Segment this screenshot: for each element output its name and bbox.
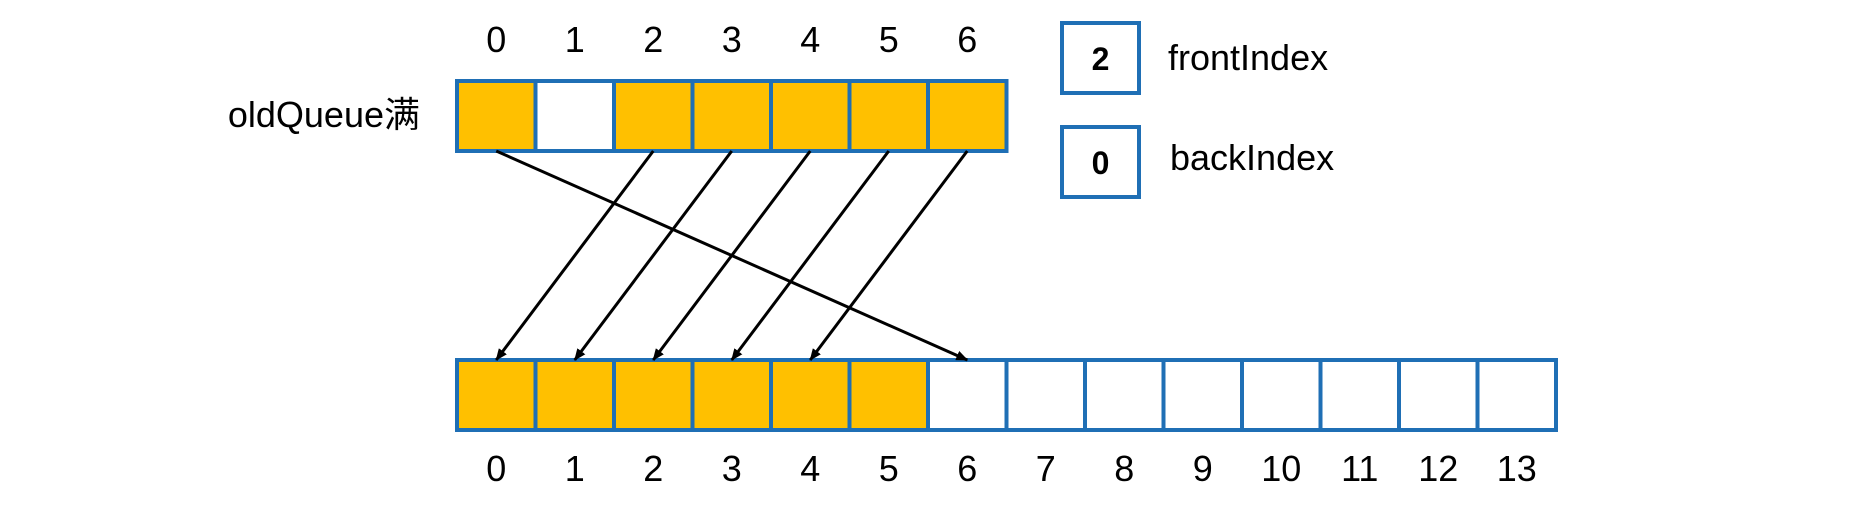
new-queue-indices: 0 1 2 3 4 5 6 7 8 9 10 11 12 13 xyxy=(486,448,1537,489)
new-index-label: 1 xyxy=(565,448,585,489)
copy-arrow-6-to-4 xyxy=(809,150,969,361)
new-cell-0 xyxy=(455,358,538,432)
new-cell-11 xyxy=(1318,358,1401,432)
new-cell-4 xyxy=(769,358,852,432)
new-index-label: 2 xyxy=(643,448,663,489)
copy-arrow-4-to-2 xyxy=(652,150,812,361)
new-cell-10 xyxy=(1240,358,1323,432)
new-cell-6 xyxy=(926,358,1009,432)
new-cell-13 xyxy=(1475,358,1558,432)
old-cell-2 xyxy=(612,79,695,153)
old-index-label: 2 xyxy=(643,19,663,60)
old-index-label: 5 xyxy=(879,19,899,60)
new-index-label: 10 xyxy=(1261,448,1301,489)
new-cell-8 xyxy=(1083,358,1166,432)
new-cell-3 xyxy=(690,358,773,432)
new-queue-array xyxy=(455,358,1558,432)
new-index-label: 6 xyxy=(957,448,977,489)
new-cell-1 xyxy=(533,358,616,432)
back-index-value: 0 xyxy=(1092,145,1110,181)
copy-arrow-2-to-0 xyxy=(495,150,655,361)
new-index-label: 11 xyxy=(1341,448,1378,489)
old-index-label: 1 xyxy=(565,19,585,60)
old-cell-0 xyxy=(455,79,538,153)
old-cell-3 xyxy=(690,79,773,153)
new-index-label: 13 xyxy=(1497,448,1537,489)
old-queue-indices: 0 1 2 3 4 5 6 xyxy=(486,19,977,60)
new-cell-7 xyxy=(1004,358,1087,432)
old-cell-5 xyxy=(847,79,930,153)
new-index-label: 7 xyxy=(1036,448,1056,489)
new-cell-9 xyxy=(1161,358,1244,432)
back-index-label: backIndex xyxy=(1170,137,1334,178)
old-cell-4 xyxy=(769,79,852,153)
old-queue-label: oldQueue满 xyxy=(228,94,420,135)
new-cell-5 xyxy=(847,358,930,432)
copy-arrow-5-to-3 xyxy=(730,150,890,361)
front-index-label: frontIndex xyxy=(1168,37,1328,78)
front-index-box xyxy=(1060,21,1141,95)
new-index-label: 5 xyxy=(879,448,899,489)
old-index-label: 0 xyxy=(486,19,506,60)
copy-arrow-3-to-1 xyxy=(573,150,733,361)
copy-arrows xyxy=(495,149,969,362)
old-index-label: 3 xyxy=(722,19,742,60)
back-index-pointer: 0 backIndex xyxy=(1060,125,1334,199)
new-index-label: 3 xyxy=(722,448,742,489)
new-index-label: 9 xyxy=(1193,448,1213,489)
front-index-value: 2 xyxy=(1092,41,1110,77)
front-index-pointer: 2 frontIndex xyxy=(1060,21,1328,95)
new-index-label: 8 xyxy=(1114,448,1134,489)
new-cell-2 xyxy=(612,358,695,432)
new-cell-12 xyxy=(1397,358,1480,432)
new-index-label: 0 xyxy=(486,448,506,489)
new-index-label: 12 xyxy=(1418,448,1458,489)
old-index-label: 4 xyxy=(800,19,820,60)
old-index-label: 6 xyxy=(957,19,977,60)
old-cell-1 xyxy=(533,79,616,153)
back-index-box xyxy=(1060,125,1141,199)
old-queue-array xyxy=(455,79,1009,153)
old-cell-6 xyxy=(926,79,1009,153)
new-index-label: 4 xyxy=(800,448,820,489)
